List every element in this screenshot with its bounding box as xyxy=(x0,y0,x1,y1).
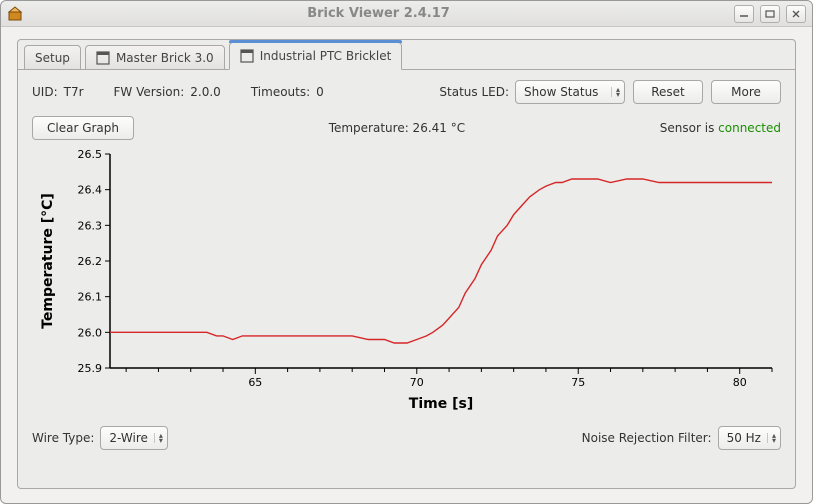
svg-text:26.0: 26.0 xyxy=(78,326,103,339)
chart-area: 25.9 26.0 26.1 26.2 26.3 26.4 26.5 65 70 75 80 Time… xyxy=(32,146,781,414)
filter-label: Noise Rejection Filter: xyxy=(582,431,712,445)
svg-text:26.2: 26.2 xyxy=(78,255,103,268)
bottom-row: Wire Type: 2-Wire ▴▾ Noise Rejection Fil… xyxy=(32,426,781,450)
wire-type-select[interactable]: 2-Wire ▴▾ xyxy=(100,426,167,450)
app-icon xyxy=(7,6,23,22)
clear-graph-button[interactable]: Clear Graph xyxy=(32,116,134,140)
filter-select[interactable]: 50 Hz ▴▾ xyxy=(718,426,781,450)
svg-text:26.1: 26.1 xyxy=(78,291,103,304)
uid-value: T7r xyxy=(64,85,84,99)
more-button[interactable]: More xyxy=(711,80,781,104)
svg-text:26.4: 26.4 xyxy=(78,184,103,197)
fw-kv: FW Version: 2.0.0 xyxy=(114,85,221,99)
tab-panel: UID: T7r FW Version: 2.0.0 Timeouts: 0 S… xyxy=(18,69,795,488)
status-led-label: Status LED: xyxy=(439,85,509,99)
reset-label: Reset xyxy=(651,85,685,99)
timeouts-kv: Timeouts: 0 xyxy=(251,85,324,99)
fw-label: FW Version: xyxy=(114,85,185,99)
status-led-select[interactable]: Show Status ▴▾ xyxy=(515,80,625,104)
tab-setup[interactable]: Setup xyxy=(24,45,81,70)
close-button[interactable] xyxy=(786,5,806,23)
content-frame: Setup Master Brick 3.0 Industrial PTC Br… xyxy=(17,39,796,489)
tab-master-brick[interactable]: Master Brick 3.0 xyxy=(85,45,225,70)
timeouts-value: 0 xyxy=(316,85,324,99)
uid-kv: UID: T7r xyxy=(32,85,84,99)
more-label: More xyxy=(731,85,761,99)
select-arrows-icon: ▴▾ xyxy=(154,433,163,443)
info-row: UID: T7r FW Version: 2.0.0 Timeouts: 0 S… xyxy=(32,80,781,104)
status-led-value: Show Status xyxy=(524,85,598,99)
tab-label: Master Brick 3.0 xyxy=(116,51,214,65)
timeouts-label: Timeouts: xyxy=(251,85,310,99)
titlebar: Brick Viewer 2.4.17 xyxy=(1,1,812,27)
fw-value: 2.0.0 xyxy=(190,85,221,99)
filter-value: 50 Hz xyxy=(727,431,761,445)
sensor-state: connected xyxy=(718,121,781,135)
svg-text:Time [s]: Time [s] xyxy=(409,396,473,412)
svg-text:25.9: 25.9 xyxy=(78,362,103,375)
svg-text:26.3: 26.3 xyxy=(78,219,103,232)
select-arrows-icon: ▴▾ xyxy=(611,87,620,97)
wire-type-label: Wire Type: xyxy=(32,431,94,445)
svg-text:Temperature [°C]: Temperature [°C] xyxy=(40,193,56,329)
svg-text:70: 70 xyxy=(410,376,424,389)
temperature-label: Temperature: 26.41 °C xyxy=(134,121,660,135)
tabs-row: Setup Master Brick 3.0 Industrial PTC Br… xyxy=(18,39,795,69)
maximize-button[interactable] xyxy=(760,5,780,23)
clear-graph-label: Clear Graph xyxy=(47,121,119,135)
tab-label: Setup xyxy=(35,51,70,65)
brick-icon xyxy=(96,51,110,65)
reset-button[interactable]: Reset xyxy=(633,80,703,104)
tab-label: Industrial PTC Bricklet xyxy=(260,49,392,63)
status-row: Clear Graph Temperature: 26.41 °C Sensor… xyxy=(32,116,781,140)
status-led-kv: Status LED: Show Status ▴▾ xyxy=(439,80,625,104)
sensor-status: Sensor is connected xyxy=(660,121,781,135)
select-arrows-icon: ▴▾ xyxy=(767,433,776,443)
wire-type-value: 2-Wire xyxy=(109,431,147,445)
bricklet-icon xyxy=(240,49,254,63)
svg-text:65: 65 xyxy=(248,376,262,389)
window-title: Brick Viewer 2.4.17 xyxy=(29,6,728,21)
svg-text:80: 80 xyxy=(733,376,747,389)
uid-label: UID: xyxy=(32,85,58,99)
app-window: Brick Viewer 2.4.17 Setup Master Brick 3… xyxy=(0,0,813,504)
minimize-button[interactable] xyxy=(734,5,754,23)
sensor-prefix: Sensor is xyxy=(660,121,718,135)
svg-text:26.5: 26.5 xyxy=(78,148,103,161)
tab-industrial-ptc[interactable]: Industrial PTC Bricklet xyxy=(229,42,403,70)
svg-text:75: 75 xyxy=(571,376,585,389)
temperature-chart: 25.9 26.0 26.1 26.2 26.3 26.4 26.5 65 70 75 80 Time… xyxy=(32,146,780,414)
